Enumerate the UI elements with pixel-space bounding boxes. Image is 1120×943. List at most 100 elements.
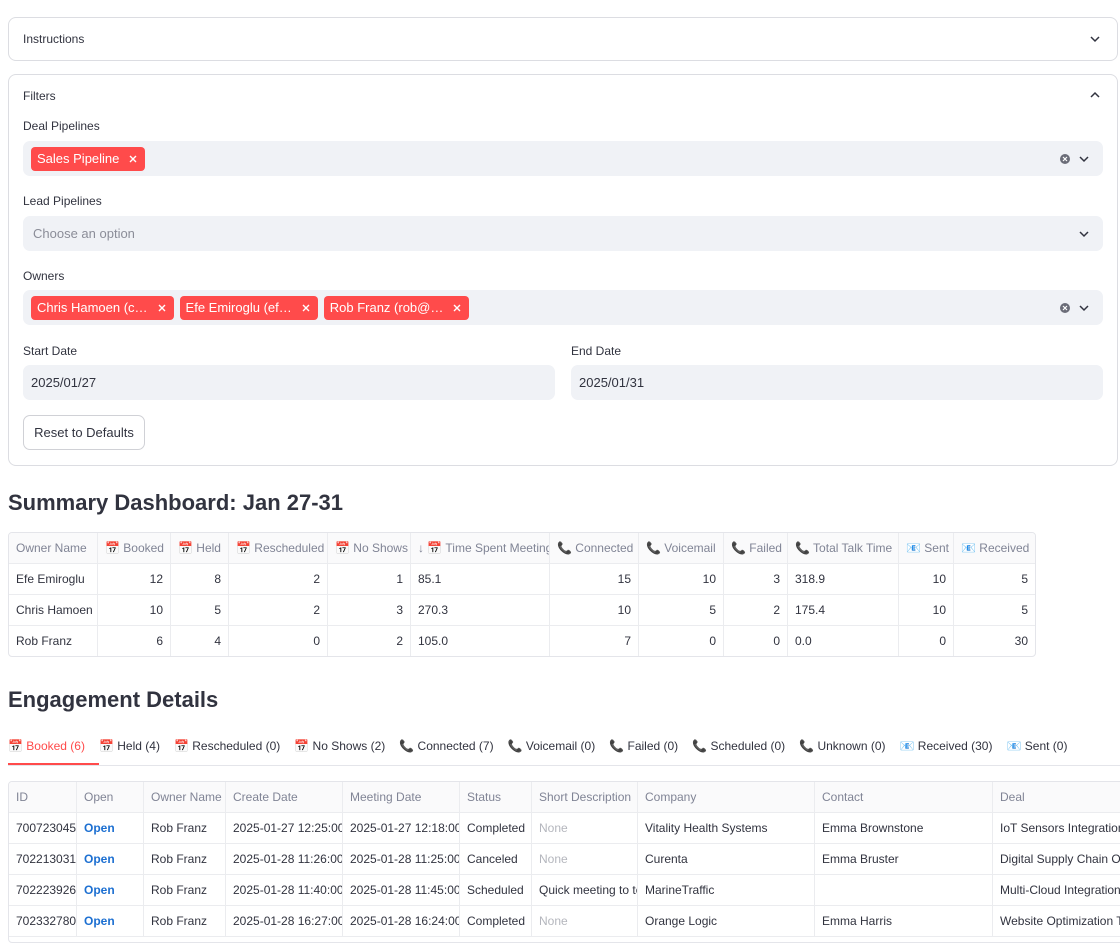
reset-button[interactable]: Reset to Defaults (23, 415, 145, 450)
chevron-down[interactable] (1078, 302, 1090, 314)
chevron-down[interactable] (1078, 228, 1090, 240)
table-cell: 3 (724, 564, 788, 595)
date-input[interactable]: 2025/01/31 (571, 365, 1103, 400)
tab[interactable]: 📞 Unknown (0) (799, 739, 886, 753)
clear-icon[interactable] (1059, 302, 1071, 314)
table-cell: 2 (229, 564, 328, 595)
column-header[interactable]: 📞 Total Talk Time (788, 533, 899, 564)
remove-icon[interactable] (300, 302, 312, 314)
date-input[interactable]: 2025/01/27 (23, 365, 555, 400)
column-header[interactable]: Owner Name (9, 533, 98, 564)
column-header[interactable]: 📅 No Shows (328, 533, 411, 564)
field-label: End Date (571, 344, 622, 358)
table-cell: IoT Sensors Integration (993, 813, 1120, 844)
remove-icon[interactable] (156, 302, 168, 314)
table-cell: Emma Harris (815, 906, 993, 937)
column-header[interactable]: Status (460, 782, 532, 813)
table-cell: 318.9 (788, 564, 899, 595)
column-header[interactable]: 📅 Booked (98, 533, 171, 564)
column-header[interactable]: 📧 Received (954, 533, 1035, 564)
multiselect[interactable]: Chris Hamoen (c… Efe Emiroglu (ef… Rob Fra… (23, 290, 1103, 325)
column-header[interactable]: Create Date (226, 782, 343, 813)
column-header[interactable]: 📧 Sent (899, 533, 954, 564)
column-header[interactable]: 📞 Voicemail (639, 533, 724, 564)
multiselect[interactable]: Choose an option (23, 216, 1103, 251)
column-header[interactable]: Contact (815, 782, 993, 813)
table-cell: 10 (899, 564, 954, 595)
table-cell: Orange Logic (638, 906, 815, 937)
expander-title[interactable]: Filters (23, 89, 56, 103)
table-cell: 2025-01-28 11:45:00 (343, 875, 460, 906)
tab[interactable]: 📧 Sent (0) (1006, 739, 1068, 753)
tab[interactable]: 📅 Rescheduled (0) (173, 739, 281, 753)
column-header[interactable]: Open (77, 782, 144, 813)
tab[interactable]: 📅 Held (4) (98, 739, 160, 753)
table-cell: 30 (954, 626, 1035, 656)
table-cell: Efe Emiroglu (9, 564, 98, 595)
details-table: ID Open Owner Name Create Date Meeting Date S… (8, 781, 1120, 943)
column-header[interactable]: ID (9, 782, 77, 813)
tag-label: Rob Franz (rob@… (329, 300, 444, 315)
table-cell: Completed (460, 906, 532, 937)
chevron-down (1090, 36, 1100, 43)
link[interactable]: Open (77, 844, 144, 875)
column-header[interactable]: Short Description (532, 782, 638, 813)
instructions-expander[interactable]: Instructions (8, 17, 1118, 61)
tab[interactable]: 📞 Voicemail (0) (507, 739, 596, 753)
table-cell: 2025-01-28 11:26:00 (226, 844, 343, 875)
link[interactable]: Open (77, 875, 144, 906)
selected-tag[interactable]: Chris Hamoen (c… (31, 295, 174, 320)
selected-tag[interactable]: Sales Pipeline (31, 146, 146, 171)
remove-icon[interactable] (127, 153, 139, 165)
table-cell: 15 (550, 564, 639, 595)
tab[interactable]: 📅 Booked (6) (8, 736, 99, 765)
table-cell: 2025-01-28 16:27:00 (226, 906, 343, 937)
selected-tag[interactable]: Rob Franz (rob@… (323, 295, 470, 320)
table-cell: 2025-01-28 16:24:00 (343, 906, 460, 937)
column-header[interactable]: 📞 Failed (724, 533, 788, 564)
table-cell: 2025-01-27 12:18:00 (343, 813, 460, 844)
tab[interactable]: 📧 Received (30) (899, 739, 993, 753)
tab[interactable]: 📞 Scheduled (0) (692, 739, 786, 753)
column-header[interactable]: ↓ 📅 Time Spent Meeting (411, 533, 550, 564)
table-cell: Rob Franz (144, 875, 226, 906)
column-header[interactable]: Meeting Date (343, 782, 460, 813)
table-cell: Digital Supply Chain Op (993, 844, 1120, 875)
tag-label: Sales Pipeline (37, 151, 120, 166)
chevron-down[interactable] (1078, 153, 1090, 165)
table-cell: 7022130319 (9, 844, 77, 875)
table-cell: 5 (639, 595, 724, 626)
column-header[interactable]: Company (638, 782, 815, 813)
tab[interactable]: 📅 No Shows (2) (294, 739, 386, 753)
table-cell: MarineTraffic (638, 875, 815, 906)
table-cell: 1 (328, 564, 411, 595)
table-cell: 5 (954, 564, 1035, 595)
selected-tag[interactable]: Efe Emiroglu (ef… (179, 295, 318, 320)
link[interactable]: Open (77, 813, 144, 844)
tab[interactable]: 📞 Connected (7) (399, 739, 494, 753)
table-cell: 2025-01-28 11:40:00 (226, 875, 343, 906)
multiselect[interactable]: Sales Pipeline (23, 141, 1103, 176)
filters-expander: Filters (8, 74, 1118, 466)
column-header[interactable]: Deal (993, 782, 1120, 813)
column-header[interactable]: Owner Name (144, 782, 226, 813)
section-title: Summary Dashboard: Jan 27-31 (8, 490, 344, 515)
column-header[interactable]: 📞 Connected (550, 533, 639, 564)
table-cell: 7022239269 (9, 875, 77, 906)
remove-icon[interactable] (451, 302, 463, 314)
table-cell: 0 (899, 626, 954, 656)
column-header[interactable]: 📅 Held (171, 533, 229, 564)
link[interactable]: Open (77, 906, 144, 937)
table-cell: 7 (550, 626, 639, 656)
chevron-up[interactable] (1089, 89, 1101, 101)
section-title: Engagement Details (8, 687, 219, 712)
table-cell: Emma Brownstone (815, 813, 993, 844)
clear-icon[interactable] (1059, 153, 1071, 165)
table-cell: 10 (98, 595, 171, 626)
date-value: 2025/01/27 (31, 375, 97, 390)
table-cell: 2 (724, 595, 788, 626)
column-header[interactable]: 📅 Rescheduled (229, 533, 328, 564)
field-label: Deal Pipelines (23, 119, 100, 133)
table-cell: None (532, 813, 638, 844)
tab[interactable]: 📞 Failed (0) (609, 739, 679, 753)
